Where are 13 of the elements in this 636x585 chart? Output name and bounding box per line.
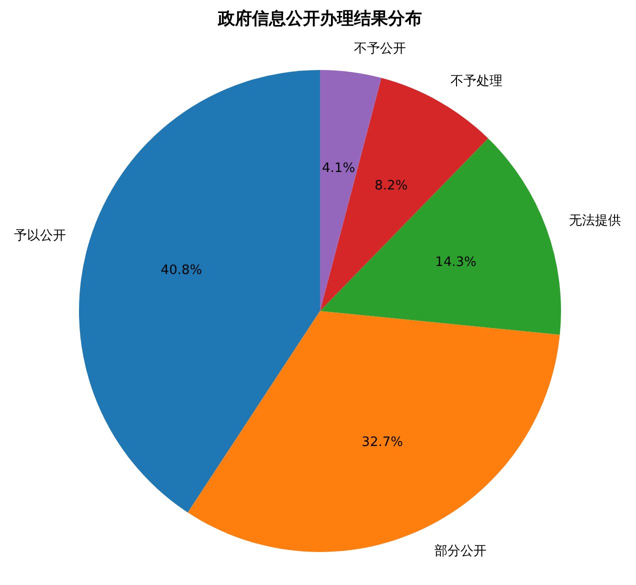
data-label: 40.8% <box>160 263 202 278</box>
slice-label: 部分公开 <box>434 544 486 559</box>
data-label: 32.7% <box>362 435 403 450</box>
slice-label: 无法提供 <box>569 214 622 229</box>
data-label: 8.2% <box>374 178 408 194</box>
data-label: 14.3% <box>435 254 476 270</box>
data-label: 4.1% <box>322 161 356 176</box>
chart-title: 政府信息公开办理结果分布 <box>217 9 422 29</box>
slice-label: 不予公开 <box>354 42 406 57</box>
slice-label: 不予处理 <box>450 74 503 89</box>
slice-label: 予以公开 <box>14 228 66 244</box>
pie-slice <box>320 138 561 335</box>
pie-slice <box>79 70 320 513</box>
